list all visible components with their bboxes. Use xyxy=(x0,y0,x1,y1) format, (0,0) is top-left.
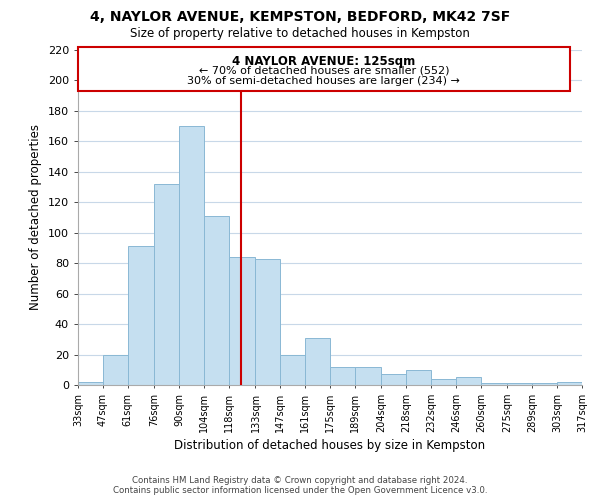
Bar xyxy=(481,384,508,385)
Bar xyxy=(78,47,569,91)
Bar xyxy=(229,257,256,385)
Text: 4 NAYLOR AVENUE: 125sqm: 4 NAYLOR AVENUE: 125sqm xyxy=(232,54,415,68)
Bar xyxy=(330,366,355,385)
Bar xyxy=(305,338,330,385)
Text: ← 70% of detached houses are smaller (552): ← 70% of detached houses are smaller (55… xyxy=(199,65,449,75)
Bar xyxy=(532,384,557,385)
Bar xyxy=(382,374,406,385)
Bar xyxy=(280,354,305,385)
Bar xyxy=(128,246,154,385)
Text: Contains HM Land Registry data © Crown copyright and database right 2024.
Contai: Contains HM Land Registry data © Crown c… xyxy=(113,476,487,495)
Bar xyxy=(179,126,204,385)
X-axis label: Distribution of detached houses by size in Kempston: Distribution of detached houses by size … xyxy=(175,439,485,452)
Text: Size of property relative to detached houses in Kempston: Size of property relative to detached ho… xyxy=(130,28,470,40)
Bar xyxy=(204,216,229,385)
Bar xyxy=(103,354,128,385)
Text: 4, NAYLOR AVENUE, KEMPSTON, BEDFORD, MK42 7SF: 4, NAYLOR AVENUE, KEMPSTON, BEDFORD, MK4… xyxy=(90,10,510,24)
Text: 30% of semi-detached houses are larger (234) →: 30% of semi-detached houses are larger (… xyxy=(187,76,460,86)
Bar xyxy=(406,370,431,385)
Bar xyxy=(355,366,382,385)
Bar xyxy=(431,379,456,385)
Bar xyxy=(508,384,532,385)
Bar xyxy=(557,382,582,385)
Bar xyxy=(256,258,280,385)
Y-axis label: Number of detached properties: Number of detached properties xyxy=(29,124,42,310)
Bar xyxy=(78,382,103,385)
Bar xyxy=(456,378,481,385)
Bar xyxy=(154,184,179,385)
